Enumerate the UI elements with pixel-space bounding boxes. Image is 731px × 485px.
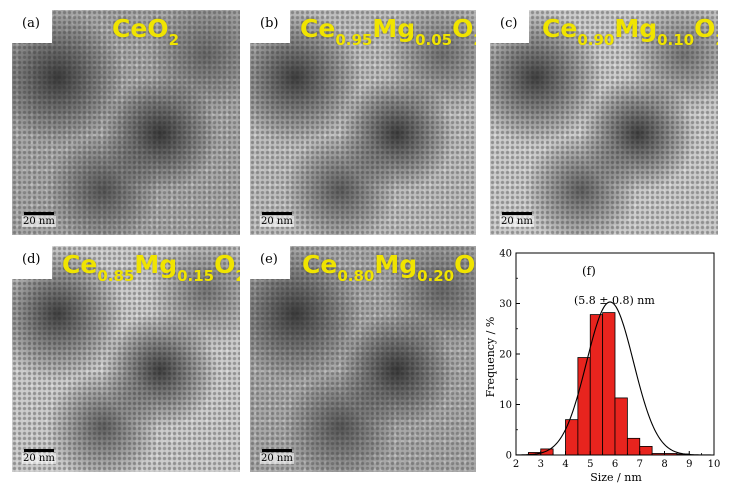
- scale-bar: 20 nm: [260, 212, 294, 227]
- formula-element: O: [454, 250, 476, 279]
- formula-element: Mg: [372, 14, 416, 43]
- y-tick-label: 30: [499, 299, 512, 310]
- formula-element: Mg: [374, 250, 418, 279]
- formula-element: O: [694, 14, 716, 43]
- tem-image: [12, 246, 240, 472]
- scale-bar: 20 nm: [500, 212, 534, 227]
- y-axis-label: Frequency / %: [484, 317, 497, 398]
- panel-tag: (c): [490, 10, 530, 43]
- x-tick-label: 3: [538, 459, 544, 470]
- formula-element: Ce: [300, 14, 336, 43]
- formula-subscript: 0.05: [415, 31, 453, 49]
- tem-panel-a: (a) CeO2 20 nm: [12, 10, 240, 235]
- formula-element: CeO: [112, 14, 169, 43]
- formula-subscript: 0.80: [337, 267, 375, 285]
- panel-tag: (d): [12, 246, 53, 279]
- tem-image: [250, 246, 476, 472]
- tem-image: [250, 10, 476, 235]
- formula-element: O: [214, 250, 236, 279]
- y-tick-label: 0: [506, 451, 512, 462]
- formula-subscript: 2: [235, 267, 240, 285]
- scale-bar: 20 nm: [22, 449, 56, 464]
- formula-element: Mg: [134, 250, 178, 279]
- mean-size-annotation: (5.8 ± 0.8) nm: [574, 294, 655, 307]
- scale-label: 20 nm: [260, 453, 294, 464]
- formula-subscript: 2: [715, 31, 718, 49]
- formula-subscript: 0.95: [335, 31, 373, 49]
- scale-label: 20 nm: [500, 216, 534, 227]
- panel-tag: (a): [12, 10, 52, 43]
- x-tick-label: 2: [513, 459, 519, 470]
- histogram-bar: [626, 437, 641, 456]
- gaussian-fit-curve: [515, 301, 714, 456]
- x-tick-label: 7: [637, 459, 643, 470]
- histogram-bar: [589, 314, 604, 456]
- formula-element: Ce: [62, 250, 98, 279]
- x-tick-label: 10: [708, 459, 721, 470]
- scale-label: 20 nm: [22, 453, 56, 464]
- formula-subscript: 0.90: [577, 31, 615, 49]
- scale-bar: 20 nm: [22, 212, 56, 227]
- tem-image: [490, 10, 718, 235]
- x-tick-label: 5: [587, 459, 593, 470]
- formula-subscript: 2: [168, 31, 179, 49]
- y-tick-label: 20: [499, 350, 512, 361]
- scale-bar: 20 nm: [260, 449, 294, 464]
- x-tick-label: 4: [562, 459, 568, 470]
- panel-tag: (e): [250, 246, 290, 279]
- panel-tag: (b): [250, 10, 291, 43]
- composition-label: CeO2: [112, 14, 179, 49]
- x-tick-label: 8: [661, 459, 667, 470]
- histogram-bar: [602, 312, 616, 456]
- panel-tag-f: (f): [582, 264, 596, 278]
- formula-element: Mg: [614, 14, 658, 43]
- y-tick-label: 40: [499, 249, 512, 260]
- scale-label: 20 nm: [22, 216, 56, 227]
- formula-subscript: 0.15: [177, 267, 215, 285]
- x-tick-label: 6: [612, 459, 618, 470]
- histogram-bar: [639, 446, 653, 456]
- y-tick-label: 10: [499, 400, 512, 411]
- formula-subscript: 2: [475, 267, 476, 285]
- x-tick-label: 9: [686, 459, 692, 470]
- scale-label: 20 nm: [260, 216, 294, 227]
- formula-subscript: 0.10: [657, 31, 695, 49]
- formula-subscript: 0.20: [417, 267, 455, 285]
- formula-element: Ce: [302, 250, 338, 279]
- histogram-bar: [614, 397, 628, 456]
- formula-element: Ce: [542, 14, 578, 43]
- size-distribution-histogram: 2 3 4 5 6 7 8 9 10 0 10 20 30 40 Frequency / % Size /…: [484, 249, 721, 485]
- formula-subscript: 0.85: [97, 267, 135, 285]
- x-axis-label: Size / nm: [590, 471, 642, 484]
- tem-image: [12, 10, 240, 235]
- formula-element: O: [452, 14, 474, 43]
- formula-subscript: 2: [473, 31, 476, 49]
